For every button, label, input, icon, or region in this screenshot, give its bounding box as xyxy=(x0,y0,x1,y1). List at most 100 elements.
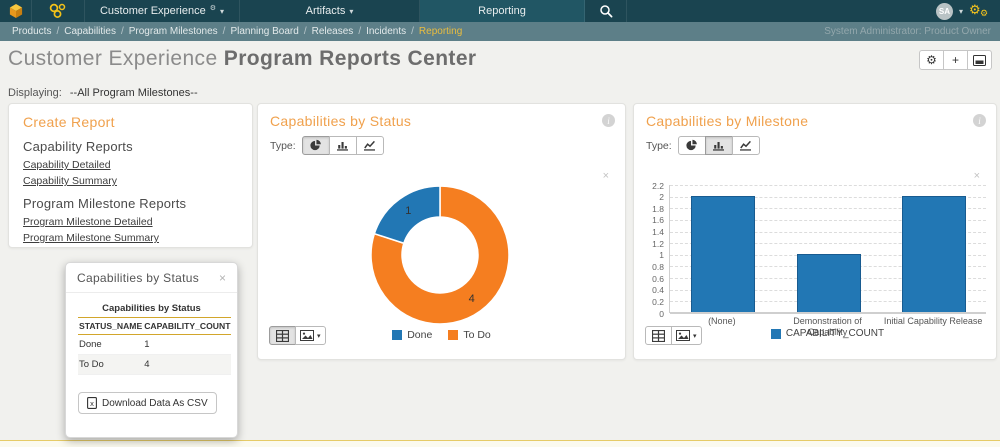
breadcrumb-item-program-milestones[interactable]: Program Milestones xyxy=(128,26,218,37)
gridline xyxy=(670,313,986,314)
info-icon[interactable]: i xyxy=(973,114,986,127)
page-toolbar: ⚙ + xyxy=(919,50,992,70)
report-link-program-milestone-summary[interactable]: Program Milestone Summary xyxy=(23,232,159,244)
close-icon[interactable]: × xyxy=(218,271,226,285)
capabilities-by-milestone-widget: Capabilities by Milestone Type: xyxy=(633,103,997,360)
donut-svg xyxy=(370,185,510,325)
gear-icon: ⚙ xyxy=(980,8,989,18)
breadcrumb-item-releases[interactable]: Releases xyxy=(311,26,354,37)
chart-type-row: Type: xyxy=(646,136,984,155)
legend-item-done[interactable]: Done xyxy=(392,329,432,341)
pie-chart-type-button[interactable] xyxy=(677,136,706,155)
menu-customer-experience[interactable]: Customer Experience ⚙ ▾ xyxy=(85,0,240,22)
save-image-button[interactable]: ▾ xyxy=(671,326,702,345)
chevron-down-icon: ▾ xyxy=(317,332,321,340)
report-link-capability-summary[interactable]: Capability Summary xyxy=(23,175,117,187)
column-header-status-name: STATUS_NAME xyxy=(78,317,144,335)
line-chart-type-button[interactable] xyxy=(731,136,760,155)
bar-chart-type-button[interactable] xyxy=(328,136,357,155)
table-cell: 1 xyxy=(143,334,232,355)
legend-item-to-do[interactable]: To Do xyxy=(448,329,491,341)
x-axis-label-none: (None) xyxy=(708,316,736,326)
search-button[interactable] xyxy=(585,0,627,22)
admin-gears-icon[interactable]: ⚙ ⚙ xyxy=(969,2,991,20)
svg-text:x: x xyxy=(90,399,94,408)
y-tick-label: 2.2 xyxy=(652,180,664,191)
breadcrumb-item-products[interactable]: Products xyxy=(12,26,52,37)
widget-title: Capabilities by Status xyxy=(270,113,412,129)
bar-chart-icon xyxy=(337,142,349,151)
gridline xyxy=(670,208,986,210)
pie-slice-to-do[interactable] xyxy=(370,185,510,325)
legend-label: To Do xyxy=(463,329,491,341)
show-data-table-button[interactable] xyxy=(269,326,296,345)
y-tick-label: 1 xyxy=(659,250,664,261)
line-chart-type-button[interactable] xyxy=(355,136,384,155)
add-widget-button[interactable]: + xyxy=(943,50,968,70)
csv-file-icon: x xyxy=(87,397,97,409)
y-tick-label: 1.4 xyxy=(652,227,664,238)
topbar-user-area: SA ▾ ⚙ ⚙ xyxy=(935,0,1000,22)
legend-label: Done xyxy=(407,329,433,341)
y-tick-label: 2 xyxy=(659,192,664,203)
download-csv-label: Download Data As CSV xyxy=(102,397,208,409)
gridline xyxy=(670,219,986,221)
popup-title: Capabilities by Status xyxy=(77,271,199,285)
download-csv-button[interactable]: x Download Data As CSV xyxy=(78,392,217,414)
hexagon-logo-icon xyxy=(9,4,22,18)
report-section-heading-capability-reports: Capability Reports xyxy=(23,139,133,154)
breadcrumb-separator: / xyxy=(358,26,362,37)
program-home-button[interactable] xyxy=(32,0,85,22)
create-report-panel: Create Report Capability Reports Capabili… xyxy=(8,103,253,248)
avatar[interactable]: SA xyxy=(935,2,953,20)
y-tick-label: 0.2 xyxy=(652,296,664,307)
gear-icon: ⚙ xyxy=(969,2,981,17)
menu-label: Customer Experience xyxy=(99,5,206,17)
bar-none[interactable] xyxy=(690,195,755,312)
capabilities-by-status-widget: Capabilities by Status Type: xyxy=(257,103,626,360)
plus-icon: + xyxy=(951,53,959,67)
y-tick-label: 1.6 xyxy=(652,215,664,226)
bar-initial-capability-release[interactable] xyxy=(902,195,967,312)
close-icon[interactable]: × xyxy=(602,170,609,182)
show-data-table-button[interactable] xyxy=(645,326,672,345)
breadcrumb-item-incidents[interactable]: Incidents xyxy=(366,26,407,37)
display-mode-button[interactable] xyxy=(967,50,992,70)
info-icon[interactable]: i xyxy=(602,114,615,127)
gridline xyxy=(670,185,986,186)
pie-slice-done[interactable] xyxy=(373,185,441,245)
bar-chart-type-button[interactable] xyxy=(704,136,733,155)
breadcrumb-separator: / xyxy=(120,26,124,37)
menu-artifacts[interactable]: Artifacts ▾ xyxy=(240,0,420,22)
chevron-down-icon[interactable]: ▾ xyxy=(958,6,963,16)
widget-title: Capabilities by Milestone xyxy=(646,113,809,129)
report-link-capability-detailed[interactable]: Capability Detailed xyxy=(23,159,111,171)
create-report-title: Create Report xyxy=(23,114,115,130)
settings-button[interactable]: ⚙ xyxy=(919,50,944,70)
y-tick-label: 0 xyxy=(659,308,664,319)
y-tick-label: 0.4 xyxy=(652,285,664,296)
widget-output-buttons: ▾ xyxy=(645,326,702,345)
milestone-chart-legend[interactable]: CAPABILITY_COUNT xyxy=(669,328,986,339)
table-caption: Capabilities by Status xyxy=(102,303,201,314)
menu-reporting[interactable]: Reporting xyxy=(420,0,585,22)
pie-chart-type-button[interactable] xyxy=(301,136,330,155)
breadcrumb-item-capabilities[interactable]: Capabilities xyxy=(64,26,116,37)
bar-demonstration-of-capability[interactable] xyxy=(796,253,861,312)
chevron-down-icon: ▾ xyxy=(693,332,697,340)
y-tick-label: 1.8 xyxy=(652,203,664,214)
displaying-value: --All Program Milestones-- xyxy=(69,87,198,99)
chevron-down-icon: ▾ xyxy=(349,6,354,16)
footer-bar xyxy=(0,440,1000,447)
report-link-program-milestone-detailed[interactable]: Program Milestone Detailed xyxy=(23,216,153,228)
gridline xyxy=(670,243,986,245)
save-image-button[interactable]: ▾ xyxy=(295,326,326,345)
breadcrumb-separator: / xyxy=(411,26,414,37)
close-icon[interactable]: × xyxy=(973,170,980,182)
table-row: To Do 4 xyxy=(78,354,232,375)
legend-label: CAPABILITY_COUNT xyxy=(785,328,885,339)
status-data-table: STATUS_NAME CAPABILITY_COUNT Done 1 To Do 4 xyxy=(78,317,232,375)
breadcrumb-item-reporting[interactable]: Reporting xyxy=(418,26,463,37)
breadcrumb-item-planning-board[interactable]: Planning Board xyxy=(230,26,299,37)
app-logo[interactable] xyxy=(0,0,32,22)
